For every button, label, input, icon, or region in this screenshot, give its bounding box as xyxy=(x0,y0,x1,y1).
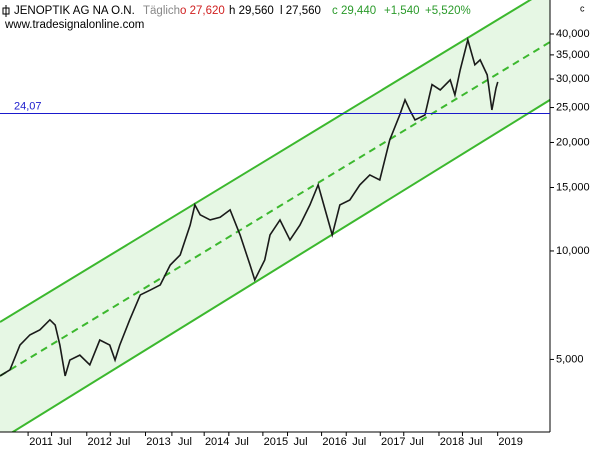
low: l 27,560 xyxy=(280,5,321,17)
x-tick-label: 2013 xyxy=(146,436,170,448)
x-tick-label: Jul xyxy=(116,436,130,448)
x-tick-label: Jul xyxy=(468,436,482,448)
x-tick-label: Jul xyxy=(178,436,192,448)
x-tick-label: Jul xyxy=(352,436,366,448)
y-tick-label: 10,000 xyxy=(556,245,590,257)
close: c 29,440 xyxy=(332,5,376,17)
change: +1,540 xyxy=(384,5,420,17)
open: o 27,620 xyxy=(180,5,225,17)
y-tick-label: 5,000 xyxy=(556,353,584,365)
period: Täglich xyxy=(143,5,180,17)
x-tick-label: 2016 xyxy=(322,436,346,448)
chart-icon xyxy=(2,5,10,17)
change-pct: +5,520% xyxy=(425,5,471,17)
x-tick-label: Jul xyxy=(294,436,308,448)
x-tick-label: 2019 xyxy=(498,436,522,448)
y-tick-label: 15,000 xyxy=(556,181,590,193)
y-tick-label: 25,000 xyxy=(556,101,590,113)
y-tick-label: 20,000 xyxy=(556,136,590,148)
channel-lower xyxy=(10,99,550,432)
x-tick-label: 2015 xyxy=(264,436,288,448)
horizontal-line-label: 24,07 xyxy=(14,100,42,112)
y-tick-label: 35,000 xyxy=(556,49,590,61)
header: JENOPTIK AG NA O.N. Täglich o 27,620 h 2… xyxy=(2,3,585,31)
x-tick-label: 2011 xyxy=(29,436,53,448)
x-tick-label: 2012 xyxy=(88,436,112,448)
plot-area xyxy=(0,0,550,432)
channel-upper xyxy=(0,0,533,323)
x-tick-label: Jul xyxy=(235,436,249,448)
x-tick-label: 2017 xyxy=(381,436,405,448)
x-tick-label: Jul xyxy=(58,436,72,448)
source: www.tradesignalonline.com xyxy=(4,19,144,31)
instrument-name: JENOPTIK AG NA O.N. xyxy=(14,5,135,17)
y-tick-label: 40,000 xyxy=(556,28,590,40)
x-tick-label: 2014 xyxy=(205,436,229,448)
channel-fill xyxy=(0,0,550,432)
high: h 29,560 xyxy=(229,5,274,17)
x-tick-label: Jul xyxy=(410,436,424,448)
x-tick-label: 2018 xyxy=(440,436,464,448)
y-tick-label: 30,000 xyxy=(556,73,590,85)
price-line xyxy=(0,36,499,377)
corner-label: c xyxy=(580,3,585,13)
